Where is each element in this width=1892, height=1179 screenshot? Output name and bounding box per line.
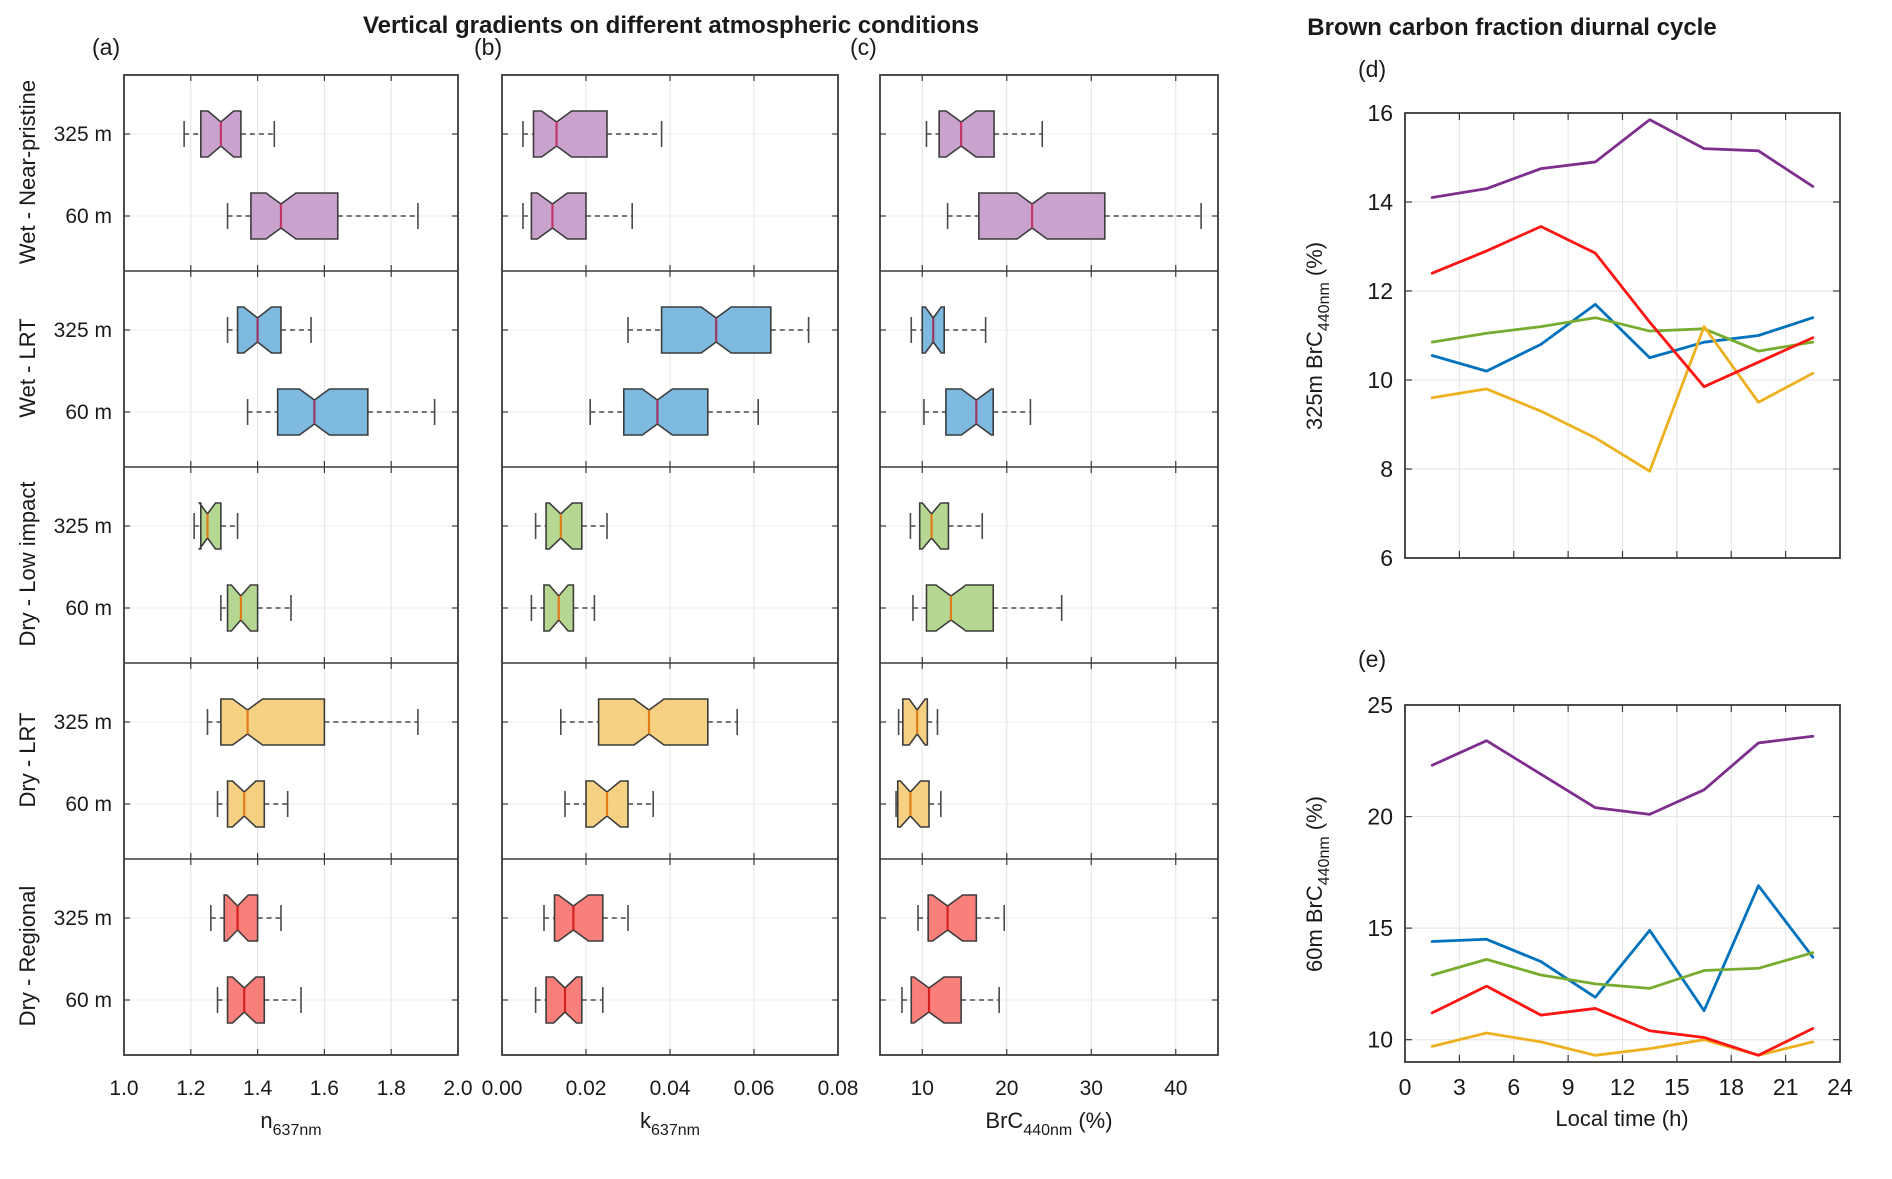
- x-tick-label: 18: [1718, 1074, 1744, 1100]
- box-a-0-60m: [250, 192, 339, 240]
- row-tick-label: 325 m: [54, 319, 112, 342]
- boxplot-panel-c: 10 20 30 40: [879, 74, 1219, 1100]
- y-tick-label: 8: [1380, 456, 1393, 482]
- box-a-1-325m: [236, 306, 282, 354]
- x-tick-label: 1.8: [377, 1077, 406, 1100]
- series-e-4: [1430, 984, 1815, 1057]
- x-tick-label: 0.00: [482, 1077, 523, 1100]
- line-panel-d: 6 8 10 12 14 16: [1367, 100, 1841, 571]
- line-panel-e: 10 15 20 25 0 3 6 9 12 15 18 21 24: [1367, 692, 1853, 1100]
- box-b-4-325m: [553, 894, 604, 942]
- box-c-0-325m: [938, 110, 995, 158]
- box-a-1-60m: [276, 388, 369, 436]
- left-figure-title: Vertical gradients on different atmosphe…: [362, 12, 980, 39]
- row-tick-label: 60 m: [65, 205, 112, 228]
- box-b-0-60m: [530, 192, 587, 240]
- x-tick-label: 0.02: [566, 1077, 607, 1100]
- box-b-2-325m: [545, 502, 583, 550]
- box-c-3-60m: [896, 780, 930, 828]
- series-e-1: [1430, 884, 1815, 1013]
- x-tick-label: 0.04: [650, 1077, 691, 1100]
- right-figure-title: Brown carbon fraction diurnal cycle: [1307, 14, 1717, 41]
- x-tick-label: 40: [1164, 1077, 1187, 1100]
- x-tick-label: 0.06: [734, 1077, 775, 1100]
- box-c-1-60m: [945, 388, 995, 436]
- x-tick-label: 0.08: [818, 1077, 859, 1100]
- y-axis-label-d: 325m BrC440nm (%): [1302, 241, 1333, 431]
- series-d-0: [1430, 118, 1815, 199]
- x-axis-label-e: Local time (h): [1555, 1106, 1689, 1131]
- row-tick-label: 325 m: [54, 907, 112, 930]
- row-tick-label: 325 m: [54, 711, 112, 734]
- row-tick-label: 60 m: [65, 401, 112, 424]
- x-tick-label: 1.2: [176, 1077, 205, 1100]
- group-label-dry-regional: Dry - Regional: [15, 885, 40, 1027]
- x-axis-label-c: BrC440nm (%): [985, 1108, 1113, 1139]
- box-a-2-325m: [197, 502, 222, 550]
- box-c-0-60m: [978, 192, 1106, 240]
- box-c-3-325m: [902, 698, 929, 746]
- box-a-4-325m: [223, 894, 259, 942]
- row-tick-label: 325 m: [54, 123, 112, 146]
- x-tick-label: 15: [1664, 1074, 1690, 1100]
- box-c-2-60m: [925, 584, 995, 632]
- series-e-2: [1430, 951, 1815, 990]
- y-tick-label: 10: [1367, 367, 1393, 393]
- series-d-1: [1430, 302, 1815, 373]
- x-tick-label: 9: [1562, 1074, 1575, 1100]
- x-tick-label: 1.6: [310, 1077, 339, 1100]
- panel-label-e: (e): [1358, 646, 1387, 672]
- series-d-3: [1430, 325, 1815, 473]
- x-axis-label-b: k637nm: [640, 1108, 700, 1139]
- x-tick-label: 1.0: [109, 1077, 138, 1100]
- x-tick-label: 20: [995, 1077, 1018, 1100]
- x-axis-label-a: n637nm: [260, 1108, 322, 1139]
- box-b-1-60m: [622, 388, 709, 436]
- series-d-4: [1430, 225, 1815, 389]
- series-e-0: [1430, 734, 1815, 816]
- box-a-3-60m: [226, 780, 266, 828]
- panel-label-b: (b): [474, 34, 503, 60]
- y-tick-label: 25: [1367, 692, 1393, 718]
- box-b-3-325m: [597, 698, 709, 746]
- y-tick-label: 6: [1380, 545, 1393, 571]
- x-tick-label: 0: [1399, 1074, 1412, 1100]
- box-c-2-325m: [918, 502, 950, 550]
- x-tick-label: 3: [1453, 1074, 1466, 1100]
- x-tick-label: 1.4: [243, 1077, 273, 1100]
- y-tick-label: 10: [1367, 1027, 1393, 1053]
- box-a-2-60m: [226, 584, 259, 632]
- row-tick-label: 60 m: [65, 597, 112, 620]
- box-a-4-60m: [226, 976, 266, 1024]
- panel-label-c: (c): [850, 34, 877, 60]
- y-tick-label: 16: [1367, 100, 1393, 126]
- x-tick-label: 30: [1080, 1077, 1103, 1100]
- x-tick-label: 2.0: [443, 1077, 472, 1100]
- boxplot-panel-b: 0.00 0.02 0.04 0.06 0.08: [482, 74, 859, 1100]
- boxplot-panel-a: 325 m 60 m 325 m 60 m 325 m 60 m 325 m 60 m 325 …: [54, 74, 473, 1100]
- box-c-4-60m: [910, 976, 962, 1024]
- row-tick-label: 325 m: [54, 515, 112, 538]
- y-tick-label: 14: [1367, 189, 1393, 215]
- box-b-0-325m: [532, 110, 608, 158]
- row-tick-label: 60 m: [65, 989, 112, 1012]
- box-a-3-325m: [220, 698, 326, 746]
- y-tick-label: 12: [1367, 278, 1393, 304]
- x-tick-label: 6: [1507, 1074, 1520, 1100]
- row-tick-label: 60 m: [65, 793, 112, 816]
- y-tick-label: 20: [1367, 804, 1393, 830]
- y-axis-label-e: 60m BrC440nm (%): [1302, 795, 1333, 973]
- x-tick-label: 10: [911, 1077, 934, 1100]
- x-tick-label: 12: [1610, 1074, 1636, 1100]
- series-d-2: [1430, 316, 1815, 353]
- x-tick-label: 24: [1827, 1074, 1853, 1100]
- y-tick-label: 15: [1367, 915, 1393, 941]
- box-c-4-325m: [927, 894, 978, 942]
- panel-label-a: (a): [92, 34, 121, 60]
- panel-label-d: (d): [1358, 56, 1387, 82]
- x-tick-label: 21: [1773, 1074, 1799, 1100]
